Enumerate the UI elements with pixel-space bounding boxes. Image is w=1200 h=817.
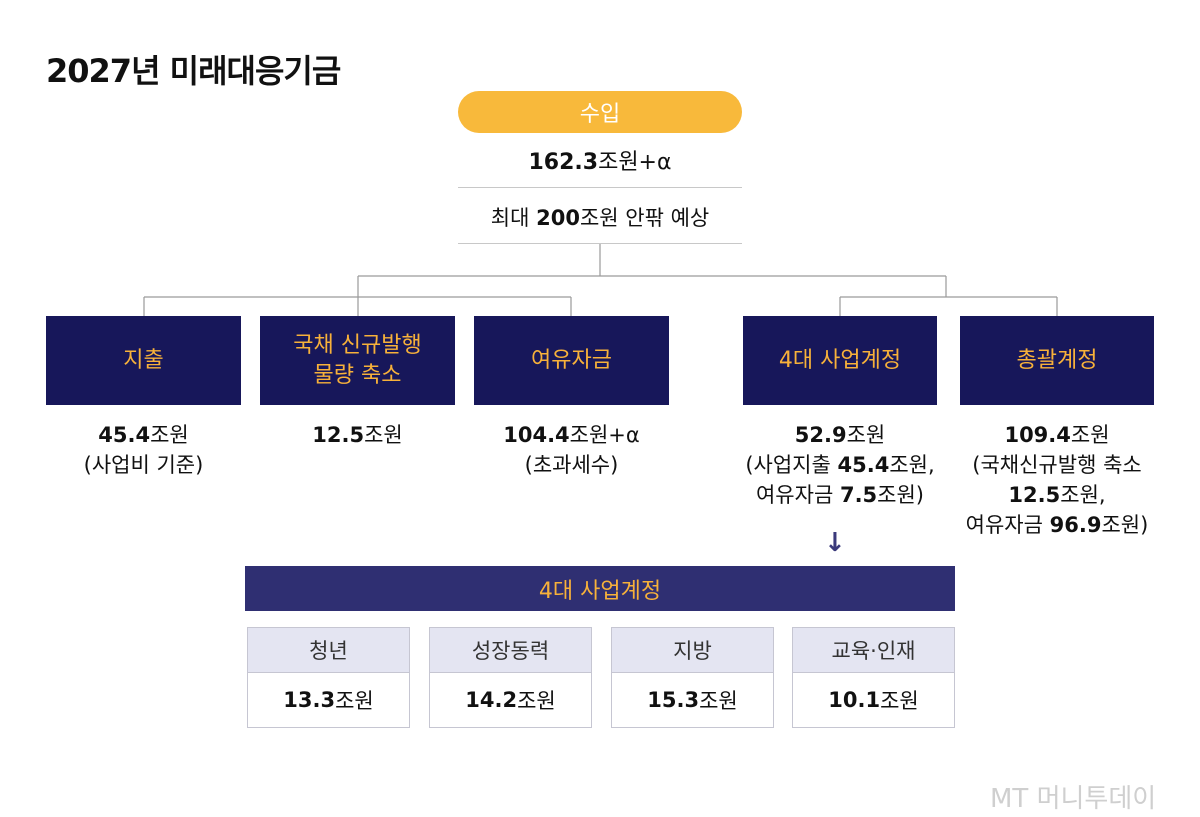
sub-account-growth: 성장동력 14.2 조원	[429, 627, 592, 728]
detail-four-business-accounts: 52.9조원 (사업지출 45.4조원, 여유자금 7.5조원)	[745, 423, 935, 507]
income-bottom-line	[458, 243, 742, 244]
box-general-account: 총괄계정	[960, 316, 1154, 405]
detail-general-account: 109.4조원 (국채신규발행 축소 12.5조원, 여유자금 96.9조원)	[965, 423, 1149, 537]
sub-account-label: 지방	[612, 628, 773, 673]
detail-expenditure: 45.4조원 (사업비 기준)	[83, 423, 204, 477]
sub-account-header: 4대 사업계정	[245, 566, 955, 611]
arrow-down-icon: ↓	[824, 528, 846, 558]
box-expenditure: 지출	[46, 316, 241, 405]
income-pill: 수입	[458, 91, 742, 133]
sub-account-label: 성장동력	[430, 628, 591, 673]
sub-account-value: 13.3 조원	[283, 688, 374, 713]
sub-account-youth: 청년 13.3 조원	[247, 627, 410, 728]
sub-account-label: 교육·인재	[793, 628, 954, 673]
income-value: 162.3조원+α	[528, 150, 672, 175]
sub-account-value: 15.3 조원	[647, 688, 738, 713]
publisher-logo: MT 머니투데이	[990, 784, 1157, 814]
sub-account-regional: 지방 15.3 조원	[611, 627, 774, 728]
page-title: 2027년 미래대응기금	[46, 52, 341, 90]
income-divider	[458, 187, 742, 188]
detail-bond-reduction: 12.5조원	[312, 423, 403, 447]
income-note: 최대 200조원 안팎 예상	[490, 206, 710, 230]
sub-account-label: 청년	[248, 628, 409, 673]
box-four-business-accounts: 4대 사업계정	[743, 316, 937, 405]
box-surplus-funds: 여유자금	[474, 316, 669, 405]
sub-account-value: 10.1 조원	[828, 688, 919, 713]
sub-account-value: 14.2 조원	[465, 688, 556, 713]
sub-account-education: 교육·인재 10.1 조원	[792, 627, 955, 728]
detail-surplus-funds: 104.4조원+α (초과세수)	[503, 423, 640, 477]
box-bond-reduction: 국채 신규발행 물량 축소	[260, 316, 455, 405]
